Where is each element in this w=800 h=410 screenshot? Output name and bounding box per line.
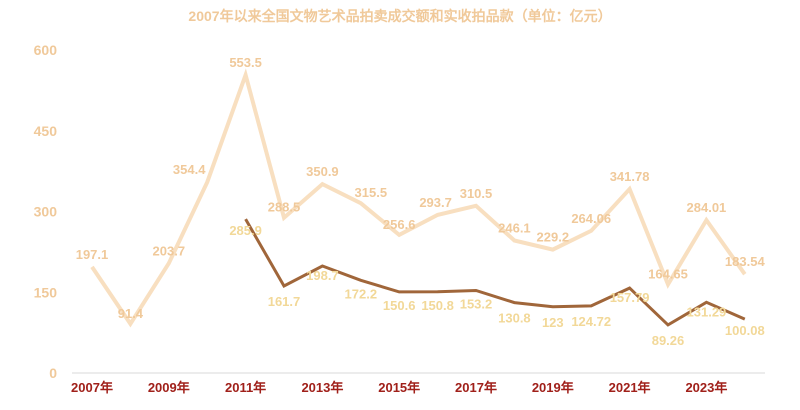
x-tick-label: 2009年 xyxy=(148,380,190,395)
series-lines xyxy=(90,68,747,328)
y-axis: 0 150 300 450 600 xyxy=(34,42,58,381)
data-label: 256.6 xyxy=(383,217,416,232)
data-label: 315.5 xyxy=(355,185,388,200)
y-tick-label: 300 xyxy=(34,204,58,220)
data-label: 172.2 xyxy=(345,286,378,301)
data-label: 264.06 xyxy=(571,211,611,226)
data-label: 100.08 xyxy=(725,323,765,338)
x-axis: 2007年 2009年 2011年 2013年 2015年 2017年 2019年 2021年… xyxy=(71,380,727,395)
y-tick-label: 0 xyxy=(49,365,57,381)
data-label: 161.7 xyxy=(268,294,301,309)
data-label: 354.4 xyxy=(173,162,206,177)
data-label: 131.29 xyxy=(687,304,727,319)
series-line-auction-turnover xyxy=(90,68,747,328)
data-label: 246.1 xyxy=(498,221,531,236)
data-label: 341.78 xyxy=(610,169,650,184)
data-label: 310.5 xyxy=(460,186,493,201)
data-label: 229.2 xyxy=(537,230,570,245)
data-label: 153.2 xyxy=(460,297,493,312)
data-label: 197.1 xyxy=(76,247,109,262)
data-label: 350.9 xyxy=(306,164,339,179)
x-tick-label: 2011年 xyxy=(225,380,266,395)
x-tick-label: 2015年 xyxy=(378,380,420,395)
data-label: 124.72 xyxy=(571,314,611,329)
y-tick-label: 600 xyxy=(34,42,58,58)
series-line-received-payment xyxy=(244,218,746,327)
data-label: 130.8 xyxy=(498,311,531,326)
y-tick-label: 150 xyxy=(34,284,58,300)
data-label: 150.8 xyxy=(421,298,454,313)
y-tick-label: 450 xyxy=(34,123,58,139)
data-label: 288.5 xyxy=(268,200,301,215)
data-labels: 197.1 91.4 203.7 354.4 553.5 288.5 350.9 315.5 2… xyxy=(76,55,766,348)
x-tick-label: 2021年 xyxy=(609,380,651,395)
data-label: 553.5 xyxy=(229,55,262,70)
data-label: 157.79 xyxy=(610,290,650,305)
data-label: 150.6 xyxy=(383,298,416,313)
x-tick-label: 2007年 xyxy=(71,380,113,395)
x-tick-label: 2023年 xyxy=(685,380,727,395)
chart-title: 2007年以来全国文物艺术品拍卖成交额和实收拍品款（单位：亿元） xyxy=(188,8,612,24)
data-label: 91.4 xyxy=(118,306,144,321)
data-label: 183.54 xyxy=(725,254,766,269)
data-label: 203.7 xyxy=(153,243,186,258)
x-tick-label: 2013年 xyxy=(301,380,343,395)
x-tick-label: 2017年 xyxy=(455,380,497,395)
data-label: 198.7 xyxy=(306,268,339,283)
data-label: 164.65 xyxy=(648,266,688,281)
data-label: 284.01 xyxy=(687,200,727,215)
data-label: 285.9 xyxy=(229,223,262,238)
x-tick-label: 2019年 xyxy=(532,380,574,395)
data-label: 293.7 xyxy=(419,195,452,210)
data-label: 123 xyxy=(542,315,564,330)
data-label: 89.26 xyxy=(652,333,685,348)
